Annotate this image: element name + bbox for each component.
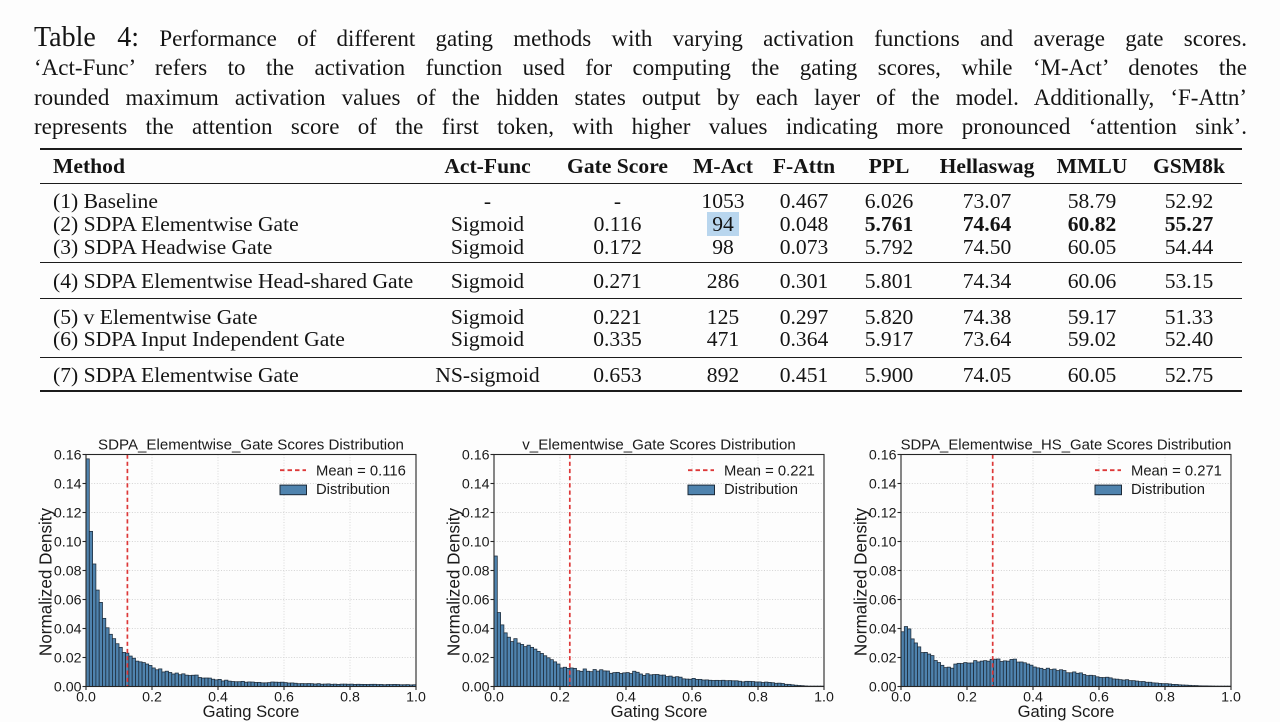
svg-text:0.04: 0.04	[461, 622, 489, 638]
svg-text:Normalized Density: Normalized Density	[851, 507, 870, 656]
svg-text:0.00: 0.00	[869, 680, 897, 696]
svg-text:0.04: 0.04	[54, 622, 82, 638]
svg-text:0.02: 0.02	[869, 651, 897, 667]
svg-text:0.0: 0.0	[484, 690, 504, 706]
svg-text:Normalized Density: Normalized Density	[444, 507, 463, 656]
svg-text:0.4: 0.4	[1023, 690, 1043, 706]
svg-text:0.4: 0.4	[616, 690, 636, 706]
svg-text:0.04: 0.04	[869, 622, 897, 638]
svg-text:0.08: 0.08	[461, 564, 489, 580]
svg-text:0.8: 0.8	[340, 690, 360, 706]
svg-text:0.14: 0.14	[54, 477, 82, 493]
svg-text:0.10: 0.10	[461, 535, 489, 551]
svg-text:1.0: 1.0	[814, 690, 834, 706]
svg-text:Gating Score: Gating Score	[203, 702, 300, 721]
svg-text:0.12: 0.12	[869, 506, 897, 522]
svg-text:0.0: 0.0	[891, 690, 911, 706]
svg-text:Distribution: Distribution	[724, 482, 798, 498]
svg-text:Distribution: Distribution	[316, 482, 390, 498]
svg-text:0.14: 0.14	[869, 477, 897, 493]
svg-text:Gating Score: Gating Score	[1017, 702, 1114, 721]
svg-text:Mean = 0.116: Mean = 0.116	[316, 463, 406, 479]
svg-text:0.6: 0.6	[1089, 690, 1109, 706]
svg-text:0.08: 0.08	[54, 564, 82, 580]
svg-text:0.02: 0.02	[54, 651, 82, 667]
svg-text:SDPA_Elementwise_HS_Gate Score: SDPA_Elementwise_HS_Gate Scores Distribu…	[900, 438, 1231, 454]
svg-text:0.8: 0.8	[748, 690, 768, 706]
svg-text:0.00: 0.00	[461, 680, 489, 696]
svg-text:0.4: 0.4	[208, 690, 228, 706]
svg-text:0.14: 0.14	[461, 477, 489, 493]
svg-text:0.10: 0.10	[54, 535, 82, 551]
svg-text:Mean = 0.221: Mean = 0.221	[724, 463, 815, 479]
svg-text:0.6: 0.6	[274, 690, 294, 706]
svg-text:Mean = 0.271: Mean = 0.271	[1131, 463, 1222, 479]
svg-text:0.8: 0.8	[1155, 690, 1175, 706]
svg-text:0.12: 0.12	[54, 506, 82, 522]
svg-text:0.10: 0.10	[869, 535, 897, 551]
svg-text:0.06: 0.06	[54, 593, 82, 609]
svg-text:0.2: 0.2	[550, 690, 570, 706]
svg-text:0.2: 0.2	[957, 690, 977, 706]
svg-text:v_Elementwise_Gate Scores Dist: v_Elementwise_Gate Scores Distribution	[522, 437, 796, 454]
svg-text:0.00: 0.00	[54, 680, 82, 696]
svg-text:0.0: 0.0	[76, 690, 96, 706]
svg-text:0.06: 0.06	[461, 593, 489, 609]
svg-text:0.16: 0.16	[869, 448, 897, 464]
svg-text:Distribution: Distribution	[1131, 482, 1205, 498]
svg-text:0.02: 0.02	[461, 651, 489, 667]
svg-text:SDPA_Elementwise_Gate Scores D: SDPA_Elementwise_Gate Scores Distributio…	[98, 437, 404, 454]
svg-text:0.16: 0.16	[461, 448, 489, 464]
svg-text:0.08: 0.08	[869, 564, 897, 580]
svg-text:0.16: 0.16	[54, 448, 82, 464]
svg-text:1.0: 1.0	[1221, 690, 1241, 706]
svg-text:Gating Score: Gating Score	[610, 702, 707, 721]
svg-text:Normalized Density: Normalized Density	[37, 507, 56, 656]
svg-text:0.2: 0.2	[142, 690, 162, 706]
svg-text:1.0: 1.0	[406, 690, 426, 706]
svg-text:0.12: 0.12	[461, 506, 489, 522]
svg-text:0.6: 0.6	[682, 690, 702, 706]
svg-text:0.06: 0.06	[869, 593, 897, 609]
